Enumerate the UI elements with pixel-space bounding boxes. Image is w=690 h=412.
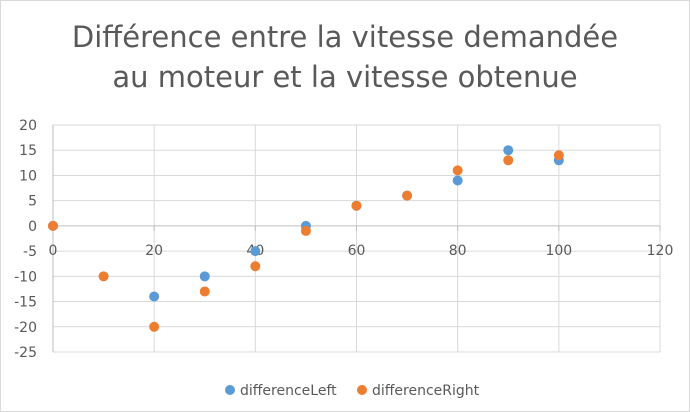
axes (52, 125, 661, 352)
data-point-differenceLeft (250, 246, 261, 257)
y-tick-label: 10 (19, 168, 37, 184)
legend: differenceLeft differenceRight (225, 383, 480, 399)
data-point-differenceRight (452, 165, 463, 176)
y-tick-label: 15 (19, 143, 37, 159)
data-point-differenceRight (250, 261, 261, 272)
legend-marker-differenceRight (357, 385, 367, 395)
x-tick-label: 20 (145, 243, 163, 259)
data-point-differenceLeft (149, 291, 160, 302)
x-tick-label: 0 (49, 243, 58, 259)
y-tick-label: -10 (14, 269, 37, 285)
y-tick-label: -5 (23, 244, 37, 260)
y-tick-label: 5 (28, 194, 37, 210)
x-tick-label: 60 (348, 243, 366, 259)
x-tick-label: 120 (647, 243, 674, 259)
chart-title: Différence entre la vitesse demandée au … (1, 17, 689, 97)
data-point-differenceRight (402, 190, 413, 201)
y-tick-label: -25 (14, 345, 37, 361)
y-tick-label: -20 (14, 320, 37, 336)
y-tick-label: 20 (19, 118, 37, 134)
chart-title-line-1: Différence entre la vitesse demandée (71, 20, 619, 54)
data-point-differenceRight (199, 286, 210, 297)
data-point-differenceRight (351, 200, 362, 211)
y-tick-label: 0 (28, 219, 37, 235)
x-tick-label: 100 (545, 243, 572, 259)
legend-marker-differenceLeft (225, 385, 235, 395)
legend-label-differenceLeft: differenceLeft (240, 383, 337, 399)
data-point-differenceRight (48, 220, 58, 231)
x-tick-label: 80 (449, 243, 467, 259)
y-tick-label: -15 (14, 295, 37, 311)
chart-title-line-2: au moteur et la vitesse obtenue (112, 60, 578, 94)
data-point-differenceLeft (452, 175, 463, 186)
data-point-differenceRight (98, 271, 109, 282)
data-point-differenceRight (553, 150, 564, 161)
gridlines (53, 124, 661, 353)
data-point-differenceLeft (199, 271, 210, 282)
data-points (48, 145, 564, 332)
data-point-differenceRight (503, 155, 514, 166)
data-point-differenceLeft (503, 145, 514, 156)
data-point-differenceRight (300, 225, 311, 236)
legend-label-differenceRight: differenceRight (372, 383, 480, 399)
data-point-differenceRight (149, 321, 160, 332)
